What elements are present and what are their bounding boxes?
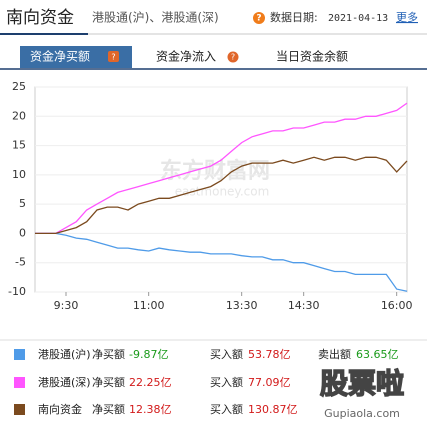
series-line xyxy=(35,102,408,235)
y-tick-label: 5 xyxy=(19,197,26,210)
date-label: 数据日期: xyxy=(270,10,318,24)
footer-watermark-site: Gupiaola.com xyxy=(324,407,400,420)
legend-swatch xyxy=(14,404,25,415)
series-line xyxy=(35,232,408,292)
row-value: 77.09亿 xyxy=(248,376,291,389)
row-label: 卖出额 xyxy=(318,347,351,361)
tab-help-mark: ? xyxy=(231,53,235,62)
row-label: 买入额 xyxy=(210,403,243,416)
row-label: 净买额 xyxy=(92,347,125,361)
y-tick-label: 20 xyxy=(12,109,26,122)
tab-help xyxy=(108,51,119,62)
row-value: 63.65亿 xyxy=(356,348,399,361)
x-tick-label: 13:30 xyxy=(226,299,258,312)
plot: 25 20 15 10 5 0 -5 -10 9:30 11:00 13:30 14:30 16:00 xyxy=(8,80,412,312)
help-icon[interactable] xyxy=(253,12,265,24)
tab[interactable]: 资金净流入 xyxy=(156,49,216,64)
more-link[interactable]: 更多 xyxy=(396,10,418,24)
title: 南向资金 xyxy=(6,8,74,28)
y-tick-label: 10 xyxy=(12,168,26,181)
date: 2021-04-13 xyxy=(328,13,388,24)
row-value: 12.38亿 xyxy=(129,403,172,416)
help-icon-mark: ? xyxy=(256,14,261,24)
row-name: 港股通(沪) xyxy=(38,347,91,361)
row-name: 南向资金 xyxy=(38,402,82,416)
subtitle: 港股通(沪)、港股通(深) xyxy=(92,11,219,25)
tab-help xyxy=(227,51,239,63)
row-name: 港股通(深) xyxy=(38,376,91,389)
y-tick-label: -5 xyxy=(15,256,26,269)
tab[interactable]: 资金净买额 xyxy=(30,49,90,64)
row-value: 130.87亿 xyxy=(248,403,298,416)
x-tick-label: 14:30 xyxy=(288,299,320,312)
y-tick-label: -10 xyxy=(8,285,26,298)
row-value: 22.25亿 xyxy=(129,376,172,389)
x-tick-label: 16:00 xyxy=(381,299,413,312)
footer-watermark: 股票啦 xyxy=(320,367,404,400)
tab[interactable]: 当日资金余额 xyxy=(276,49,348,64)
row-label: 净买额 xyxy=(92,402,125,416)
tab-active-bg[interactable] xyxy=(20,46,132,68)
legend-swatch xyxy=(14,349,25,360)
x-tick-label: 9:30 xyxy=(54,299,79,312)
series-line xyxy=(35,156,408,235)
summary-table: 港股通(沪) 净买额 -9.87亿 买入额 53.78亿 卖出额 63.65亿 … xyxy=(14,347,399,416)
legend-swatch xyxy=(14,377,25,388)
y-tick-label: 25 xyxy=(12,80,26,93)
row-value: -9.87亿 xyxy=(129,348,168,361)
tab-help-mark: ? xyxy=(111,53,115,62)
row-value: 53.78亿 xyxy=(248,348,291,361)
row-label: 买入额 xyxy=(210,376,243,389)
watermark-sub: eastmoney.com xyxy=(175,185,270,199)
x-tick-label: 11:00 xyxy=(133,299,165,312)
row-label: 净买额 xyxy=(92,375,125,389)
watermark: 东方财富网 xyxy=(160,158,270,184)
y-tick-label: 15 xyxy=(12,139,26,152)
y-tick-label: 0 xyxy=(19,226,26,239)
row-label: 买入额 xyxy=(210,348,243,361)
